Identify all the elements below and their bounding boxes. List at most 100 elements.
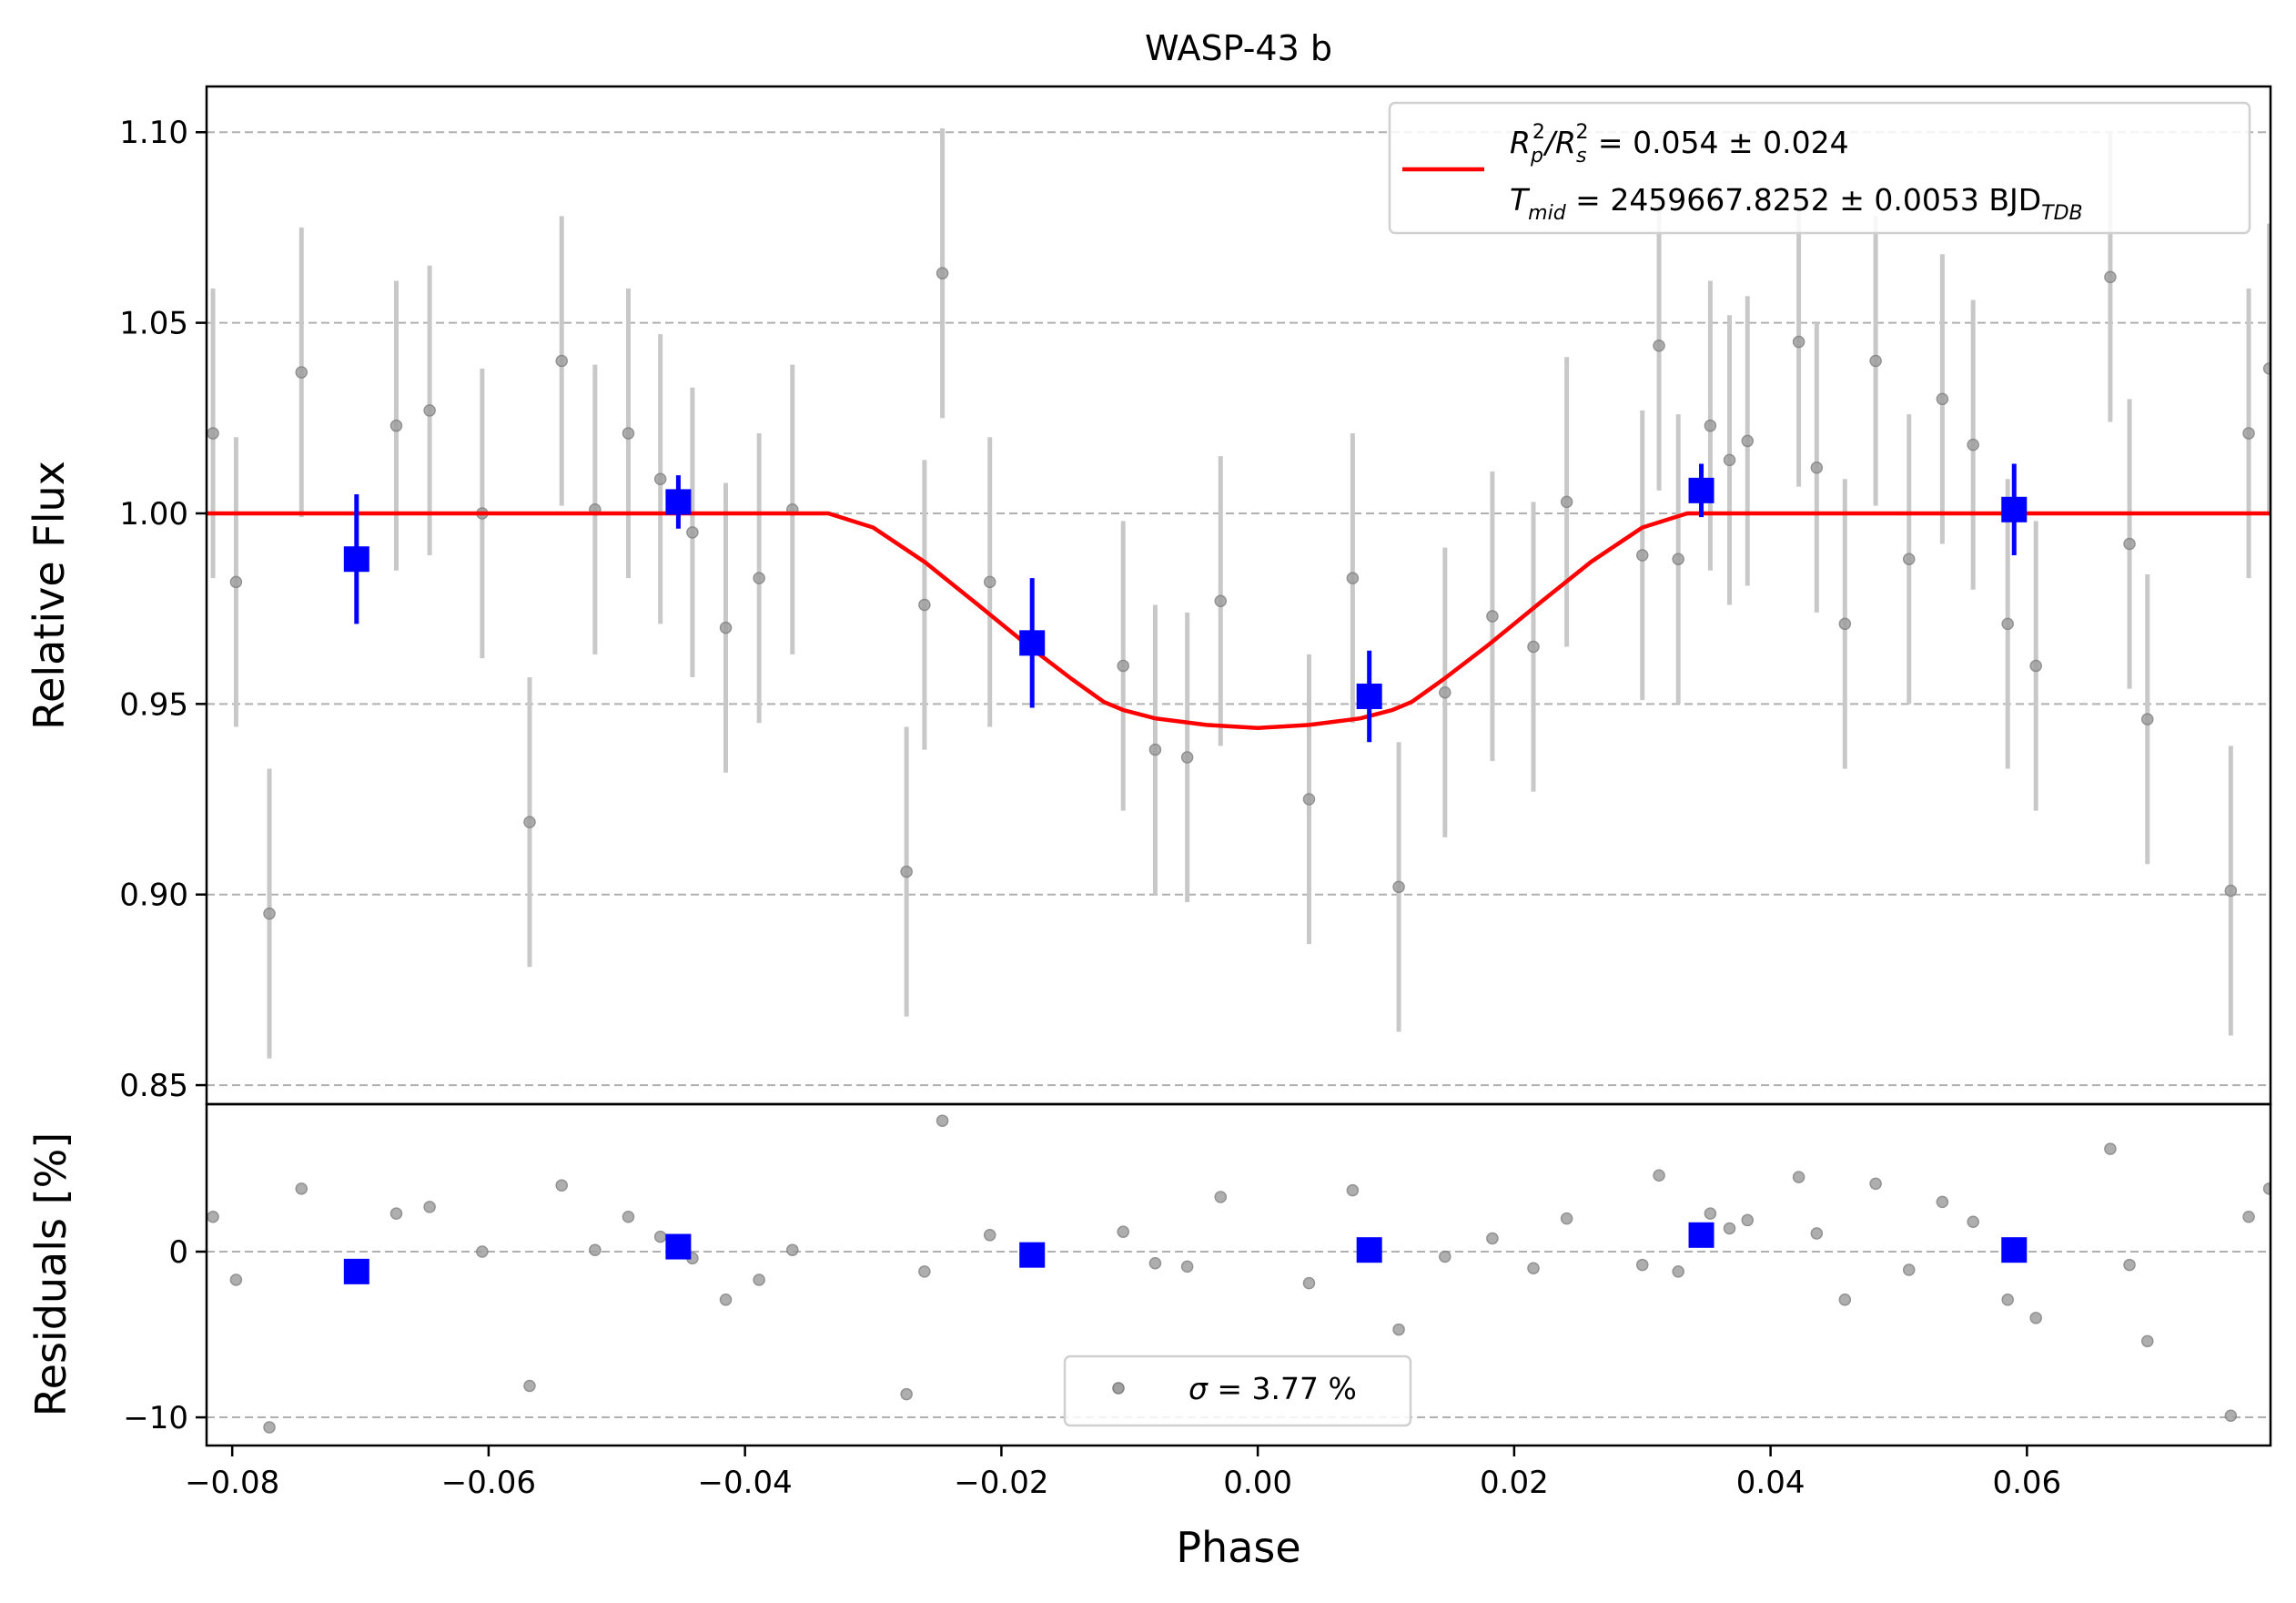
residual-raw-point [263, 1421, 276, 1434]
flux-legend: Rp2/Rs2 = 0.054 ± 0.024 Tmid = 2459667.8… [1388, 101, 2251, 235]
residual-raw-point [1902, 1263, 1916, 1276]
transit-model-line [207, 511, 2271, 730]
residual-raw-point [900, 1387, 913, 1401]
y-axis-label-residuals: Residuals [%] [26, 1132, 76, 1416]
residual-raw-point [1527, 1262, 1540, 1274]
y-axis-label-flux: Relative Flux [25, 461, 74, 730]
legend-rp-rs-label: Rp2/Rs2 = 0.054 ± 0.024 [1510, 121, 1849, 167]
flux-raw-point [1148, 743, 1162, 756]
residual-raw-point [1560, 1212, 1573, 1225]
phase-x-ticks: −0.08 −0.06 −0.04 −0.02 0.00 0.02 0.04 0.06 [185, 1446, 2061, 1501]
residual-raw-point [2123, 1258, 2136, 1272]
flux-raw-point [2001, 617, 2014, 631]
flux-panel-frame [205, 85, 2272, 1106]
residual-raw-point [1214, 1191, 1228, 1203]
flux-y-tick-label: 1.05 [119, 306, 188, 342]
x-axis-label-phase: Phase [1176, 1523, 1300, 1572]
residuals-y-tick-label: −10 [123, 1400, 188, 1436]
flux-raw-point [686, 526, 699, 539]
flux-raw-point [1838, 617, 1852, 631]
flux-y-tick-label: 0.90 [119, 878, 188, 914]
flux-raw-point [1810, 461, 1824, 474]
flux-raw-point [2224, 884, 2238, 898]
residual-raw-point [1869, 1177, 1882, 1191]
flux-binned-point [1356, 683, 1382, 709]
residual-raw-point [1148, 1257, 1162, 1270]
flux-raw-point [263, 907, 276, 920]
residual-raw-point [295, 1182, 308, 1195]
residual-raw-point [523, 1379, 536, 1393]
residual-raw-point [1792, 1171, 1805, 1183]
legend-tmid-label: Tmid = 2459667.8252 ± 0.0053 BJDTDB [1510, 182, 2083, 225]
residual-raw-point [207, 1211, 219, 1223]
residual-raw-point [229, 1273, 243, 1286]
flux-raw-point [1527, 640, 1540, 654]
flux-raw-point [423, 404, 436, 417]
flux-raw-point [1635, 549, 1649, 562]
flux-raw-point [936, 267, 949, 279]
residual-binned-point [1019, 1242, 1046, 1268]
residual-raw-point [1838, 1294, 1852, 1306]
flux-raw-points [207, 128, 2271, 1059]
flux-raw-point [1672, 553, 1684, 565]
residual-raw-point [936, 1114, 949, 1127]
flux-raw-point [1869, 354, 1882, 368]
residual-raw-point [2104, 1142, 2117, 1155]
flux-binned-point [1019, 630, 1046, 656]
residual-raw-point [1180, 1260, 1194, 1273]
residual-binned-point [2001, 1237, 2028, 1263]
residual-raw-point [1810, 1227, 1824, 1240]
flux-raw-point [1392, 880, 1405, 894]
residual-binned-point [665, 1233, 692, 1260]
phase-x-tick-label: 0.00 [1223, 1465, 1292, 1501]
flux-raw-point [1214, 594, 1228, 608]
flux-legend-box [1388, 101, 2251, 235]
flux-y-tick-label: 1.10 [119, 115, 188, 151]
flux-raw-point [1439, 686, 1451, 699]
flux-panel: 0.85 0.90 0.95 1.00 1.05 1.10 Rp2/Rs2 = 0.054… [119, 85, 2272, 1106]
flux-raw-point [653, 472, 667, 486]
residual-binned-point [1688, 1222, 1714, 1248]
phase-x-tick-label: 0.06 [1992, 1465, 2061, 1501]
residual-raw-point [1486, 1232, 1499, 1245]
legend-residual-marker [1112, 1382, 1125, 1395]
phase-x-tick-label: 0.04 [1736, 1465, 1805, 1501]
residual-raw-point [1653, 1169, 1665, 1182]
residuals-panel-frame [205, 1102, 2272, 1447]
flux-raw-point [2029, 659, 2042, 673]
residual-raw-point [555, 1179, 568, 1192]
transit-model [207, 511, 2271, 730]
residual-raw-point [1936, 1195, 1949, 1209]
flux-raw-point [2242, 427, 2255, 440]
flux-raw-point [1486, 610, 1499, 623]
flux-raw-point [1936, 392, 1949, 406]
flux-raw-point [1560, 495, 1573, 509]
residual-raw-point [476, 1245, 489, 1258]
residuals-raw-points [207, 1114, 2271, 1434]
residual-raw-point [2242, 1211, 2255, 1223]
residual-raw-point [786, 1243, 799, 1256]
flux-y-tick-label: 0.85 [119, 1068, 188, 1104]
residual-raw-point [2141, 1334, 2154, 1348]
residuals-y-tick-label: 0 [168, 1234, 188, 1271]
residual-raw-point [1704, 1207, 1717, 1220]
flux-raw-point [1180, 751, 1194, 764]
flux-raw-point [1117, 659, 1129, 673]
residual-binned-point [343, 1258, 369, 1284]
flux-raw-point [555, 354, 568, 368]
flux-raw-point [1967, 438, 1979, 451]
residual-raw-point [1392, 1323, 1405, 1336]
residual-raw-point [1439, 1250, 1451, 1263]
phase-x-tick-label: −0.08 [185, 1465, 279, 1501]
flux-raw-point [1346, 572, 1360, 584]
residual-raw-point [1117, 1225, 1129, 1238]
flux-raw-point [1302, 793, 1316, 806]
residual-binned-point [1356, 1237, 1382, 1263]
flux-raw-point [2123, 537, 2136, 551]
residual-raw-point [653, 1230, 667, 1243]
flux-raw-point [753, 572, 765, 584]
flux-y-tick-label: 0.95 [119, 686, 188, 723]
legend-sigma-label: σ = 3.77 % [1188, 1371, 1357, 1406]
flux-raw-point [2104, 270, 2117, 284]
